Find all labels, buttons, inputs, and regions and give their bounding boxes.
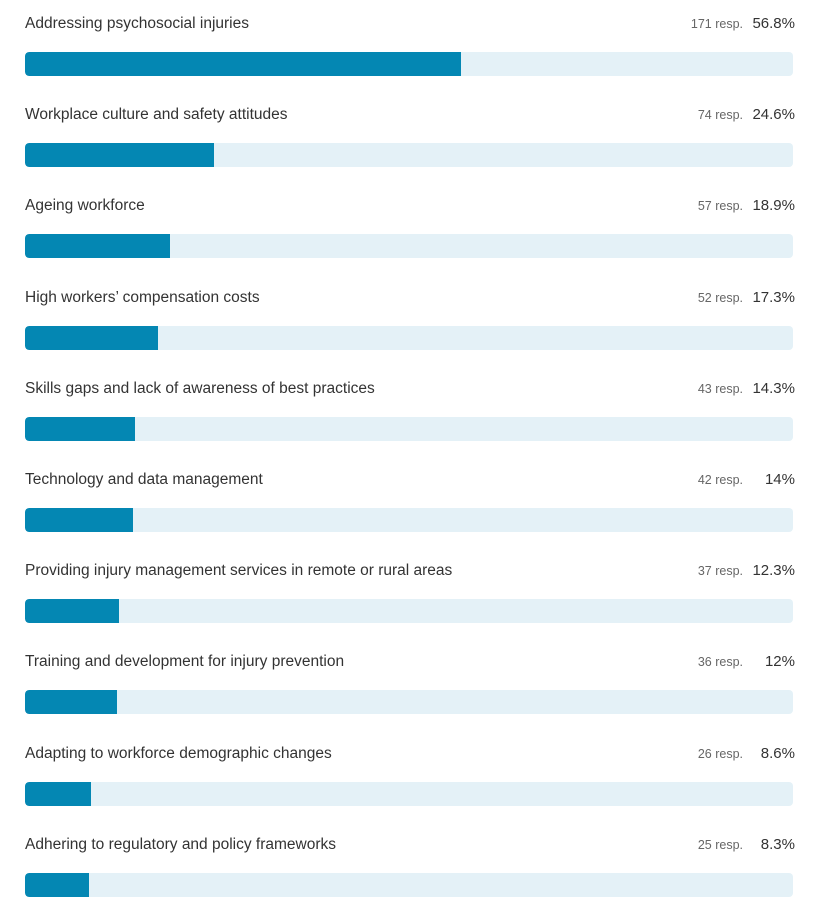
bar-label: Workplace culture and safety attitudes [25, 106, 288, 124]
bar-label: Adhering to regulatory and policy framew… [25, 835, 337, 853]
bar-fill [25, 599, 120, 624]
bar-fill [25, 52, 462, 76]
bar-track [25, 690, 793, 715]
bar-track [25, 325, 793, 350]
bar-track [25, 143, 793, 168]
percent-label: 17.3% [752, 288, 795, 306]
bar-row: Providing injury management services in … [25, 547, 795, 627]
bar-label: Adapting to workforce demographic change… [25, 744, 332, 762]
percent-label: 14.3% [752, 379, 795, 397]
response-count: 74 resp. [697, 108, 743, 123]
bar-track [25, 872, 793, 897]
bar-label: Addressing psychosocial injuries [25, 15, 250, 32]
response-count: 43 resp. [697, 381, 743, 396]
bar-fill [25, 872, 89, 897]
bar-track [25, 52, 793, 76]
bar-row: Skills gaps and lack of awareness of bes… [25, 365, 795, 445]
bar-fill [25, 690, 118, 715]
bar-row: High workers’ compensation costs 52 resp… [25, 274, 795, 354]
bar-row: Ageing workforce 57 resp. 18.9% [25, 182, 795, 262]
bar-track [25, 508, 793, 532]
bar-fill [25, 234, 171, 259]
percent-label: 24.6% [752, 106, 795, 124]
bar-row: Training and development for injury prev… [25, 638, 795, 718]
percent-label: 8.6% [760, 744, 795, 762]
bar-label: High workers’ compensation costs [25, 288, 260, 306]
response-count: 171 resp. [690, 17, 743, 31]
bar-fill [25, 508, 133, 532]
percent-label: 18.9% [752, 197, 795, 215]
bar-label: Training and development for injury prev… [25, 653, 345, 671]
bar-label: Providing injury management services in … [25, 562, 453, 580]
bar-track [25, 234, 793, 259]
bar-row: Workplace culture and safety attitudes 7… [25, 91, 795, 171]
response-count: 36 resp. [697, 655, 743, 670]
response-count: 37 resp. [697, 564, 743, 579]
response-count: 26 resp. [697, 746, 743, 761]
response-count: 25 resp. [697, 837, 743, 852]
response-count: 42 resp. [697, 473, 743, 487]
response-count: 52 resp. [697, 290, 743, 305]
bar-label: Ageing workforce [25, 197, 145, 215]
percent-label: 56.8% [752, 15, 795, 32]
bar-fill [25, 416, 135, 441]
percent-label: 12.3% [752, 562, 795, 580]
bar-row: Adhering to regulatory and policy framew… [25, 821, 795, 901]
bar-track [25, 416, 793, 441]
response-count: 57 resp. [697, 199, 743, 214]
bar-track [25, 599, 793, 624]
bar-label: Skills gaps and lack of awareness of bes… [25, 379, 375, 397]
bar-label: Technology and data management [25, 471, 263, 488]
bar-fill [25, 143, 214, 168]
bar-row: Technology and data management 42 resp. … [25, 456, 795, 536]
bar-row: Adapting to workforce demographic change… [25, 730, 795, 810]
percent-label: 12% [764, 653, 795, 671]
bar-fill [25, 325, 158, 350]
bar-fill [25, 781, 92, 806]
percent-label: 8.3% [760, 835, 795, 853]
bar-row: Addressing psychosocial injuries 171 res… [25, 0, 795, 80]
percent-label: 14% [764, 471, 795, 488]
bar-track [25, 781, 793, 806]
